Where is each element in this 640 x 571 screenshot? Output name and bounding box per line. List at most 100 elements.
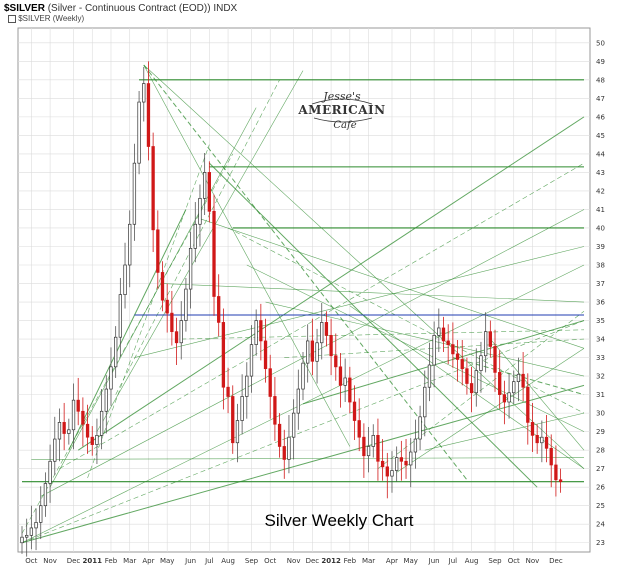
x-tick-label: 2011	[83, 557, 103, 565]
candle-body	[366, 446, 371, 457]
y-tick-label: 29	[596, 428, 605, 436]
x-tick-label: Mar	[362, 557, 375, 565]
x-tick-label: Sep	[245, 557, 259, 565]
description: (Silver - Continuous Contract (EOD))	[47, 3, 211, 14]
candle-body	[198, 197, 202, 225]
candle-body	[334, 355, 338, 368]
y-tick-label: 27	[596, 465, 605, 473]
candle-body	[137, 101, 141, 164]
candle-body	[203, 172, 207, 199]
y-tick-label: 24	[596, 521, 605, 529]
candle-body	[104, 388, 108, 412]
y-tick-label: 44	[596, 150, 605, 158]
candle-body	[53, 438, 57, 462]
date-axis: Oct Nov Dec 2011 Feb Mar Apr May Jun Jul Aug Sep Oct…	[25, 557, 563, 565]
candle-body	[142, 83, 146, 103]
candle-body	[231, 396, 235, 444]
candle-body	[34, 522, 38, 529]
y-tick-label: 26	[596, 484, 605, 492]
candle-body	[502, 394, 507, 403]
candle-body	[498, 372, 502, 395]
y-tick-label: 34	[596, 336, 605, 344]
y-tick-label: 46	[596, 113, 605, 121]
candle-body	[455, 353, 460, 360]
candle-body	[493, 346, 497, 373]
x-tick-label: Oct	[508, 557, 520, 565]
trendline	[21, 384, 585, 544]
trendline	[21, 320, 585, 544]
x-tick-label: Jul	[204, 557, 214, 565]
logo-line3: Cafe	[333, 120, 356, 131]
candle-body	[469, 383, 474, 394]
candle-body	[516, 373, 521, 383]
candle-body	[423, 386, 427, 418]
y-tick-label: 49	[596, 58, 605, 66]
trendline	[134, 246, 585, 358]
chart-annotation: Silver Weekly Chart	[265, 511, 414, 530]
price-axis: 23 24 25 26 27 28 29 30 31 32 33 34 35 36 37 38 39 40 41 42…	[596, 39, 605, 547]
candle-body	[29, 527, 34, 536]
candle-body	[474, 370, 478, 394]
x-tick-label: May	[403, 557, 417, 565]
y-tick-label: 50	[596, 39, 605, 47]
y-tick-label: 30	[596, 410, 605, 418]
trendline	[21, 153, 234, 534]
candle-body	[399, 457, 403, 462]
candle-body	[549, 447, 553, 466]
candle-body	[71, 399, 76, 431]
candle-body	[315, 342, 319, 362]
candle-body	[146, 83, 151, 147]
y-tick-label: 37	[596, 280, 605, 288]
candle-body	[376, 434, 380, 462]
candle-body	[320, 322, 324, 344]
y-tick-label: 42	[596, 187, 605, 195]
logo-flourish-icon	[311, 98, 373, 123]
y-tick-label: 31	[596, 391, 605, 399]
logo-line1: Jesse's	[321, 90, 361, 103]
trendline	[115, 79, 280, 395]
candle-body	[193, 223, 197, 249]
x-tick-label: Nov	[526, 557, 540, 565]
x-tick-label: Jun	[428, 557, 440, 565]
candle-body	[132, 162, 137, 225]
logo-line2: AMERICAIN	[297, 103, 385, 117]
x-tick-label: Nov	[287, 557, 301, 565]
candle-body	[48, 460, 52, 484]
trendline	[31, 457, 585, 460]
candle-body	[25, 534, 29, 538]
candle-body	[460, 359, 464, 370]
candle-body	[554, 464, 558, 481]
candle-body	[254, 320, 258, 345]
x-tick-label: Sep	[488, 557, 502, 565]
y-tick-label: 28	[596, 447, 605, 455]
x-tick-label: Oct	[25, 557, 37, 565]
candle-body	[282, 446, 286, 460]
candle-body	[437, 327, 441, 336]
trendline	[227, 227, 585, 414]
candle-body	[109, 366, 113, 390]
y-tick-label: 48	[596, 76, 605, 84]
candle-body	[404, 460, 408, 466]
candle-body	[418, 416, 422, 440]
x-tick-label: Dec	[67, 557, 81, 565]
candle-body	[371, 434, 375, 447]
candle-body	[174, 331, 179, 344]
y-tick-label: 25	[596, 502, 605, 510]
trendline	[96, 70, 304, 432]
candle-body	[240, 396, 244, 421]
x-tick-label: Feb	[344, 557, 357, 565]
symbol: $SILVER	[4, 3, 45, 14]
y-tick-label: 33	[596, 354, 605, 362]
candle-body	[306, 340, 310, 364]
candle-body	[268, 368, 272, 397]
x-tick-label: Nov	[43, 557, 57, 565]
candle-body	[85, 423, 90, 438]
legend-entry: $SILVER (Weekly)	[8, 14, 84, 23]
y-tick-label: 41	[596, 206, 605, 214]
candle-body	[20, 536, 24, 544]
candle-body	[409, 451, 413, 466]
candle-body	[380, 460, 385, 468]
candle-body	[263, 340, 268, 370]
candle-body	[170, 312, 174, 333]
y-tick-label: 39	[596, 243, 605, 251]
